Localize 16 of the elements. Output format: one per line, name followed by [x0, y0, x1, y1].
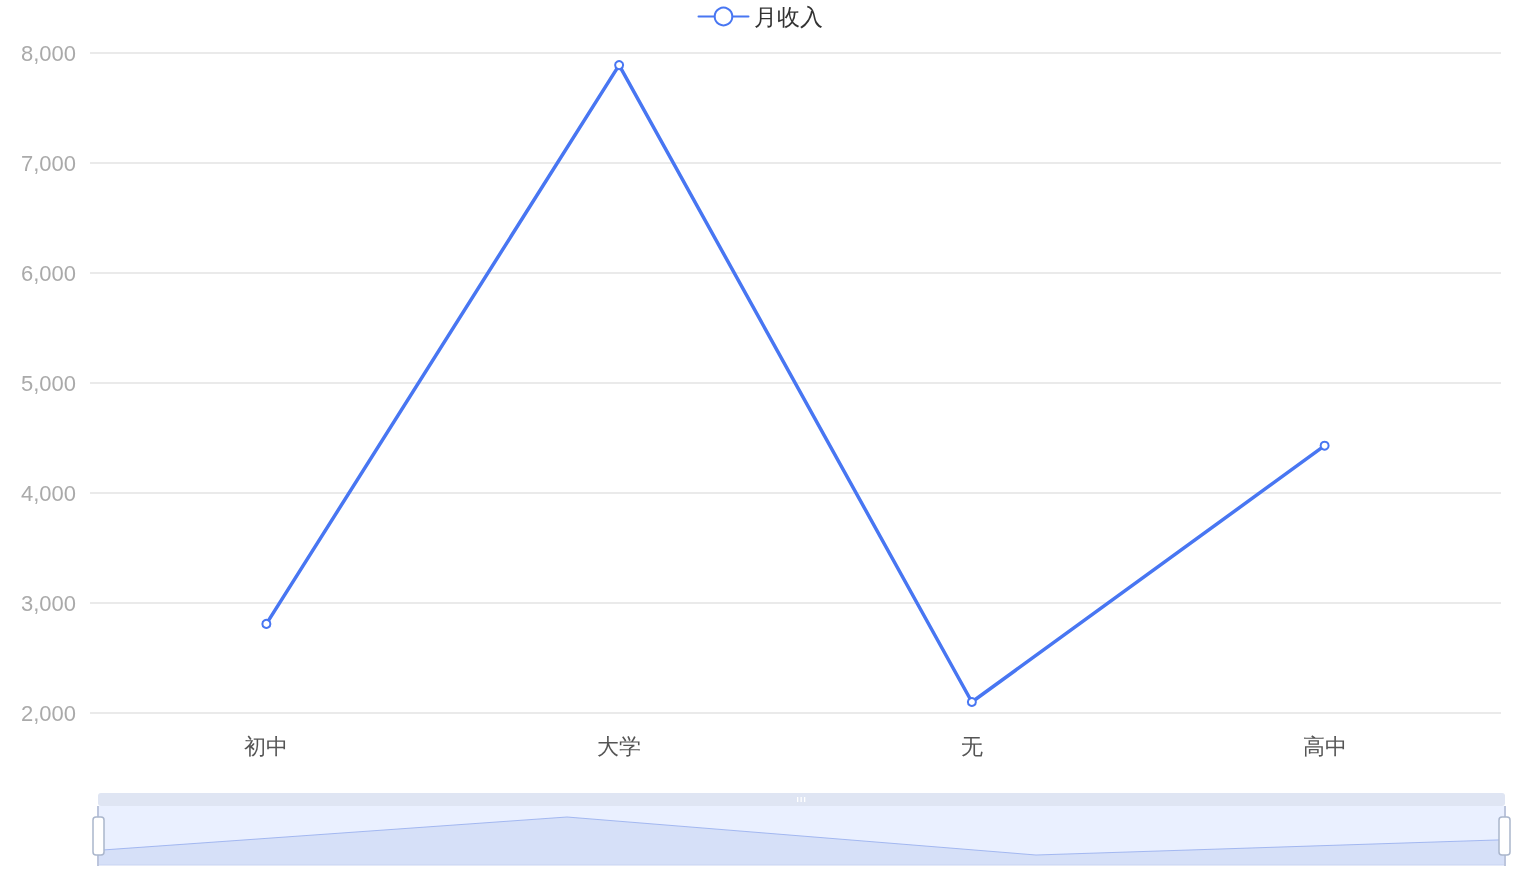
- y-tick-label: 7,000: [20, 150, 76, 176]
- y-tick-label: 6,000: [20, 260, 76, 286]
- y-tick-label: 4,000: [20, 480, 76, 506]
- x-tick-label: 无: [960, 733, 983, 759]
- x-tick-label: 高中: [1302, 733, 1347, 759]
- y-tick-label: 2,000: [20, 700, 76, 726]
- point: [1319, 440, 1330, 451]
- point: [966, 697, 977, 707]
- legend-label: 月收入: [753, 3, 823, 30]
- point: [614, 60, 625, 71]
- x-tick-label: 大学: [597, 733, 642, 759]
- y-tick-label: 3,000: [20, 590, 76, 616]
- point: [261, 618, 272, 629]
- x-tick-label: 初中: [244, 733, 289, 759]
- y-tick-label: 5,000: [20, 370, 76, 396]
- y-tick-label: 8,000: [20, 40, 76, 66]
